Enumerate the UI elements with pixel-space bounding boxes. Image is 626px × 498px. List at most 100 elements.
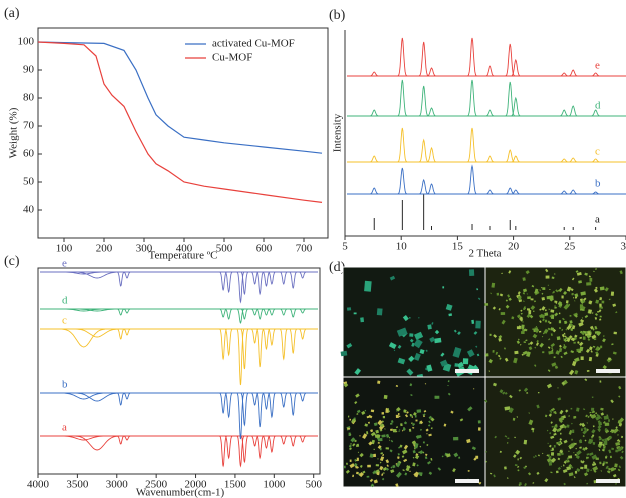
crystal xyxy=(568,430,573,435)
panel-label: (a) xyxy=(4,6,20,21)
crystal xyxy=(599,315,602,318)
crystal xyxy=(462,358,469,365)
crystal xyxy=(356,457,359,461)
crystal xyxy=(569,323,574,327)
panel-label: (d) xyxy=(329,260,346,275)
crystal xyxy=(354,368,362,376)
crystal xyxy=(536,471,540,475)
crystal xyxy=(372,470,377,475)
crystal xyxy=(569,443,574,448)
crystal xyxy=(574,453,577,456)
crystal xyxy=(557,466,561,471)
crystal xyxy=(419,450,424,455)
band xyxy=(225,308,233,320)
crystal xyxy=(495,351,499,355)
crystal xyxy=(416,409,422,413)
crystal xyxy=(387,408,390,411)
peak xyxy=(509,155,523,163)
crystal xyxy=(618,430,620,432)
crystal xyxy=(586,482,589,485)
crystal xyxy=(553,432,557,436)
band xyxy=(219,329,227,361)
y-tick-label: 50 xyxy=(23,176,35,188)
crystal xyxy=(605,465,609,470)
crystal xyxy=(346,343,353,349)
peak xyxy=(424,146,439,163)
crystal xyxy=(500,312,506,315)
crystal xyxy=(548,338,551,341)
peak xyxy=(416,85,431,117)
crystal xyxy=(353,312,357,315)
x-tick-label: 200 xyxy=(96,243,113,255)
crystal xyxy=(566,337,571,343)
crystal xyxy=(390,466,393,469)
series-label: d xyxy=(62,295,68,307)
crystal xyxy=(364,409,367,412)
crystal xyxy=(554,365,559,370)
band xyxy=(251,271,259,285)
x-tick-label: 100 xyxy=(56,243,73,255)
crystal xyxy=(398,413,400,415)
crystal xyxy=(578,321,584,327)
crystal xyxy=(527,296,531,300)
crystal xyxy=(414,443,419,449)
crystal xyxy=(590,350,593,353)
crystal xyxy=(603,440,608,445)
crystal xyxy=(431,322,434,325)
crystal xyxy=(553,444,556,448)
crystal xyxy=(573,416,577,419)
crystal xyxy=(353,417,356,420)
crystal xyxy=(381,434,386,438)
crystal xyxy=(557,387,559,389)
crystal xyxy=(579,336,583,340)
crystal xyxy=(548,444,552,448)
crystal xyxy=(472,388,475,390)
band xyxy=(280,392,288,408)
crystal xyxy=(598,448,601,451)
crystal xyxy=(364,280,372,292)
crystal xyxy=(551,362,557,367)
crystal xyxy=(605,461,608,464)
crystal xyxy=(587,311,590,313)
band xyxy=(224,435,233,460)
crystal xyxy=(453,329,457,333)
crystal xyxy=(379,456,385,462)
band xyxy=(240,435,249,464)
crystal xyxy=(602,335,605,338)
crystal xyxy=(379,461,382,464)
band xyxy=(289,392,297,417)
crystal xyxy=(548,295,554,299)
crystal xyxy=(612,418,614,420)
crystal xyxy=(419,420,424,425)
crystal xyxy=(571,438,573,441)
crystal xyxy=(568,369,575,376)
band xyxy=(289,271,297,289)
crystal xyxy=(526,293,528,295)
peak xyxy=(424,67,439,77)
data-line xyxy=(37,41,323,154)
series-label: c xyxy=(62,315,67,327)
crystal xyxy=(561,295,564,299)
crystal xyxy=(466,349,475,358)
crystal xyxy=(402,449,408,455)
crystal xyxy=(589,411,592,414)
peak xyxy=(395,167,410,195)
series-label: c xyxy=(595,146,600,158)
crystal xyxy=(581,460,585,464)
crystal xyxy=(523,466,527,470)
crystal xyxy=(554,306,557,309)
crystal xyxy=(493,382,497,387)
crystal xyxy=(595,412,598,415)
crystal xyxy=(607,467,611,471)
crystal xyxy=(600,345,603,349)
crystal xyxy=(414,331,424,340)
x-tick-label: 2500 xyxy=(145,479,168,491)
crystal xyxy=(601,448,605,452)
crystal xyxy=(385,459,390,464)
x-tick-label: 20 xyxy=(508,241,520,253)
peak xyxy=(367,187,381,195)
crystal xyxy=(533,456,535,459)
crystal xyxy=(578,350,582,354)
crystal xyxy=(580,356,584,360)
crystal xyxy=(608,435,613,440)
